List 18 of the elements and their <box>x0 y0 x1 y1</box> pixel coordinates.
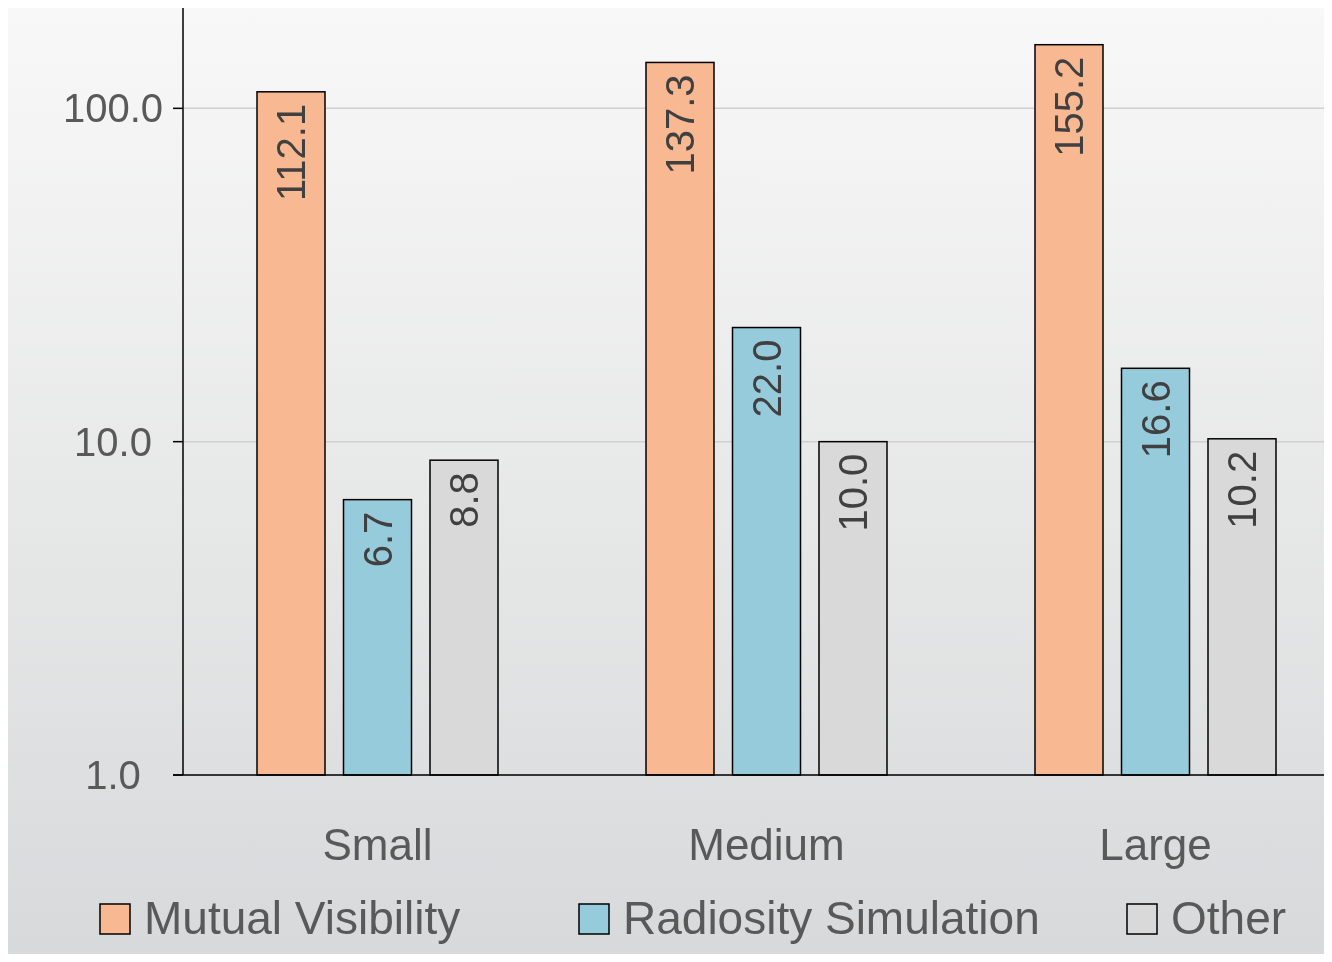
x-tick-label: Small <box>322 820 433 869</box>
legend-label: Other <box>1171 892 1287 944</box>
legend-label: Radiosity Simulation <box>623 892 1040 944</box>
data-label: 22.0 <box>744 339 789 418</box>
y-tick-label: 1.0 <box>85 753 141 797</box>
data-label: 10.0 <box>831 453 875 532</box>
data-label: 137.3 <box>658 74 702 175</box>
data-label: 6.7 <box>355 511 400 568</box>
x-tick-label: Large <box>1099 820 1212 869</box>
data-label: 112.1 <box>269 103 313 201</box>
data-label: 10.2 <box>1220 450 1264 529</box>
data-label: 8.8 <box>442 472 486 528</box>
y-tick-label: 100.0 <box>62 86 164 131</box>
y-tick-label: 10.0 <box>74 419 152 464</box>
x-tick-label: Medium <box>688 820 845 869</box>
data-label: 155.2 <box>1047 56 1091 157</box>
legend-label: Mutual Visibility <box>144 892 461 944</box>
data-label: 16.6 <box>1133 380 1178 459</box>
